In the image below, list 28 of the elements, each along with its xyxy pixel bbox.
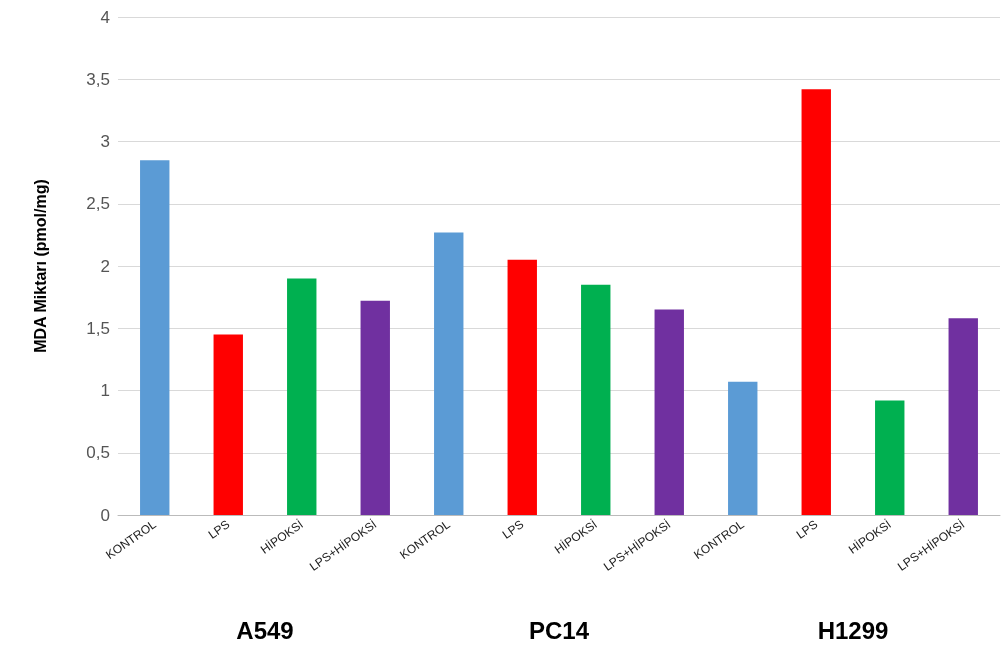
bar bbox=[434, 232, 464, 515]
y-axis-title: MDA Miktarı (pmol/mg) bbox=[31, 179, 49, 353]
y-tick-label: 1,5 bbox=[86, 318, 110, 338]
bar bbox=[581, 284, 611, 515]
y-tick-label: 2 bbox=[100, 256, 110, 276]
x-tick-label: LPS bbox=[793, 517, 821, 542]
y-tick-label: 0 bbox=[100, 505, 110, 525]
text: A549 bbox=[236, 616, 294, 644]
y-tick-label: 3,5 bbox=[86, 69, 110, 89]
y-tick-label: 0,5 bbox=[86, 443, 110, 463]
x-tick-label: LPS bbox=[205, 517, 233, 542]
y-tick-label: 2,5 bbox=[86, 194, 110, 214]
bar bbox=[287, 278, 317, 515]
bar bbox=[801, 89, 831, 515]
bar bbox=[507, 259, 537, 515]
text: H1299 bbox=[817, 616, 889, 644]
bar bbox=[213, 334, 243, 515]
x-tick-label: LPS bbox=[499, 517, 527, 542]
bar bbox=[140, 160, 170, 515]
bar bbox=[875, 400, 905, 515]
bar bbox=[948, 318, 978, 515]
bar bbox=[728, 381, 758, 515]
text: PC14 bbox=[528, 616, 590, 644]
bar bbox=[360, 300, 390, 515]
y-tick-label: 3 bbox=[100, 132, 110, 151]
y-tick-label: 4 bbox=[100, 7, 110, 27]
bar bbox=[654, 309, 684, 515]
y-tick-label: 1 bbox=[100, 381, 110, 400]
